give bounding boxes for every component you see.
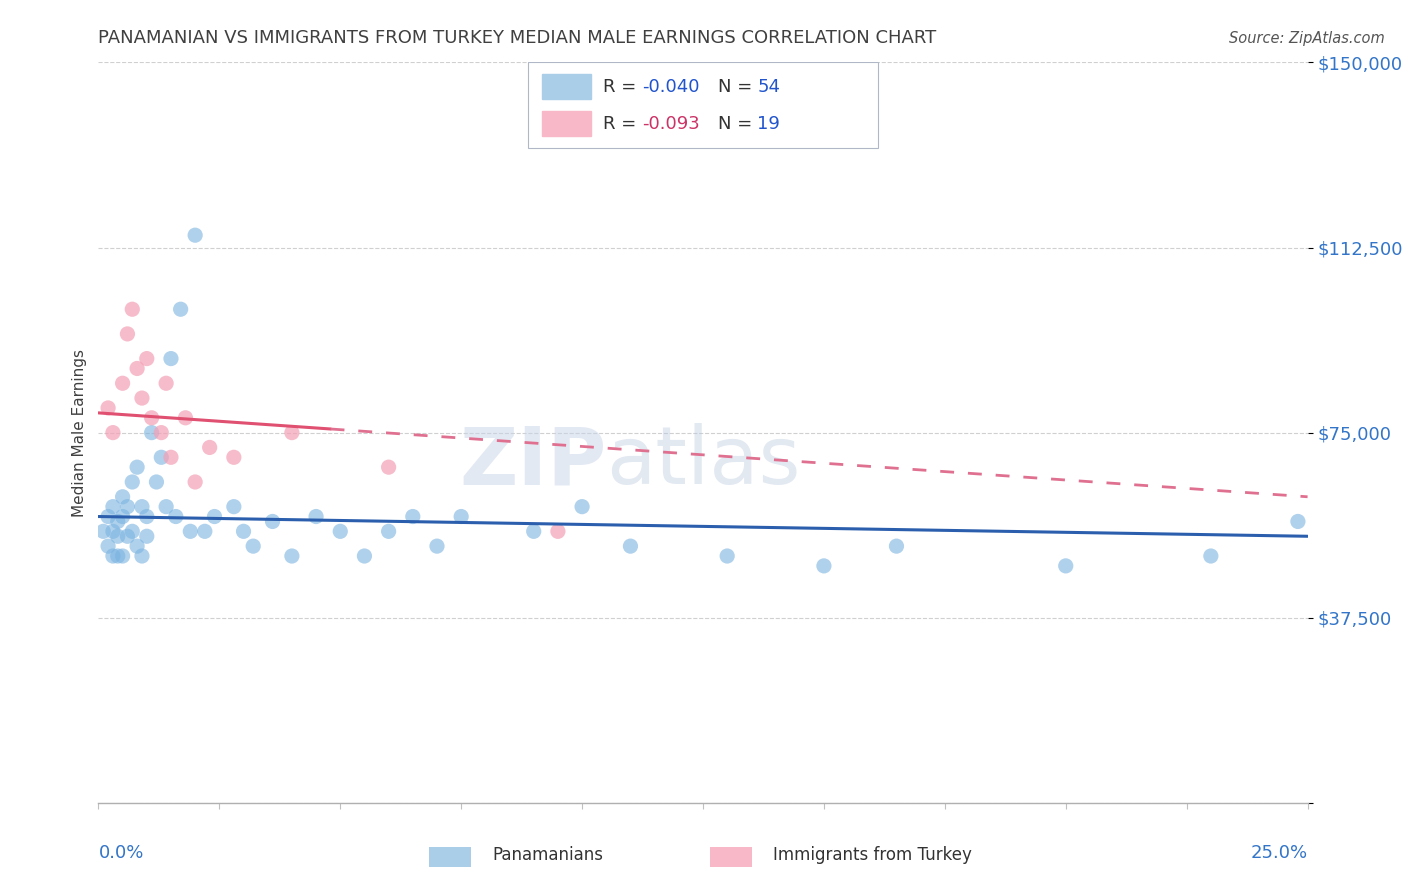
Point <box>135 529 157 543</box>
Point <box>135 351 157 366</box>
FancyBboxPatch shape <box>543 73 591 99</box>
Text: 19: 19 <box>758 115 780 133</box>
Point <box>1199 549 1222 563</box>
Text: -0.093: -0.093 <box>643 115 700 133</box>
Text: Source: ZipAtlas.com: Source: ZipAtlas.com <box>1229 31 1385 46</box>
Point <box>194 524 217 539</box>
Text: Panamanians: Panamanians <box>492 846 603 863</box>
Point <box>107 515 129 529</box>
Point <box>426 539 449 553</box>
Point <box>222 500 245 514</box>
Point <box>262 515 284 529</box>
Point <box>523 524 546 539</box>
Point <box>131 549 153 563</box>
Point <box>198 441 221 455</box>
Point <box>111 490 134 504</box>
Text: N =: N = <box>717 78 758 95</box>
Text: Immigrants from Turkey: Immigrants from Turkey <box>773 846 972 863</box>
Point <box>101 500 124 514</box>
Point <box>111 376 134 391</box>
Point <box>184 228 207 243</box>
Point <box>111 549 134 563</box>
Point <box>377 524 399 539</box>
Text: N =: N = <box>717 115 758 133</box>
Point <box>619 539 641 553</box>
Text: -0.040: -0.040 <box>643 78 700 95</box>
Point <box>402 509 425 524</box>
Point <box>232 524 254 539</box>
Point <box>174 410 197 425</box>
Text: atlas: atlas <box>606 423 800 501</box>
Text: R =: R = <box>603 115 641 133</box>
Point <box>97 401 120 415</box>
Point <box>571 500 593 514</box>
Point <box>141 425 163 440</box>
Y-axis label: Median Male Earnings: Median Male Earnings <box>72 349 87 516</box>
Point <box>353 549 375 563</box>
Point <box>107 529 129 543</box>
Point <box>305 509 328 524</box>
Point <box>121 524 143 539</box>
Point <box>242 539 264 553</box>
Point <box>141 410 163 425</box>
Point <box>204 509 226 524</box>
Point <box>155 500 177 514</box>
Point <box>179 524 201 539</box>
Point <box>101 524 124 539</box>
Point <box>121 302 143 317</box>
Point <box>450 509 472 524</box>
Point <box>1286 515 1309 529</box>
Point <box>377 460 399 475</box>
Point <box>101 549 124 563</box>
Point <box>131 500 153 514</box>
Point <box>547 524 569 539</box>
Point <box>121 475 143 489</box>
FancyBboxPatch shape <box>527 62 879 147</box>
Point <box>160 450 183 465</box>
Point <box>127 361 149 376</box>
Point <box>160 351 183 366</box>
Point <box>150 425 173 440</box>
Point <box>127 460 149 475</box>
Point <box>169 302 191 317</box>
Point <box>97 509 120 524</box>
Point <box>135 509 157 524</box>
Text: PANAMANIAN VS IMMIGRANTS FROM TURKEY MEDIAN MALE EARNINGS CORRELATION CHART: PANAMANIAN VS IMMIGRANTS FROM TURKEY MED… <box>98 29 936 47</box>
Point <box>716 549 738 563</box>
Point <box>150 450 173 465</box>
FancyBboxPatch shape <box>543 111 591 136</box>
Text: R =: R = <box>603 78 641 95</box>
Point <box>184 475 207 489</box>
Text: ZIP: ZIP <box>458 423 606 501</box>
Text: 0.0%: 0.0% <box>98 844 143 862</box>
Point <box>127 539 149 553</box>
Point <box>117 529 139 543</box>
Point <box>117 500 139 514</box>
Point <box>813 558 835 573</box>
Point <box>165 509 187 524</box>
Point <box>1054 558 1077 573</box>
Point <box>117 326 139 341</box>
Point <box>131 391 153 405</box>
Point <box>155 376 177 391</box>
Text: 25.0%: 25.0% <box>1250 844 1308 862</box>
Point <box>145 475 167 489</box>
Text: 54: 54 <box>758 78 780 95</box>
Point <box>281 425 304 440</box>
Point <box>107 549 129 563</box>
Point <box>101 425 124 440</box>
Point <box>97 539 120 553</box>
Point <box>111 509 134 524</box>
Point <box>329 524 352 539</box>
Point <box>281 549 304 563</box>
Point <box>91 524 114 539</box>
Point <box>222 450 245 465</box>
Point <box>886 539 908 553</box>
